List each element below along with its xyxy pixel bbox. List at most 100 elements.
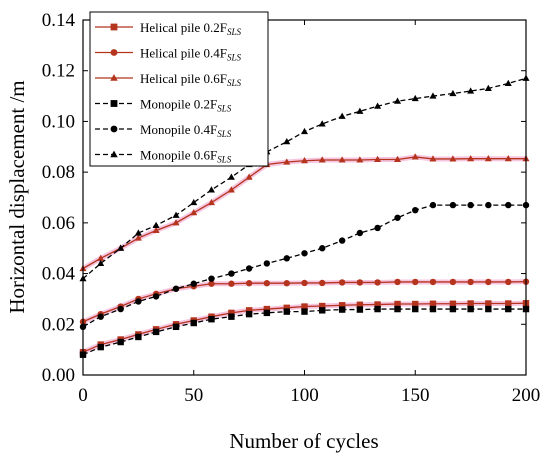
- data-point: [374, 305, 381, 313]
- legend-label-subscript: SLS: [217, 129, 232, 139]
- data-point: [190, 319, 197, 327]
- data-point: [263, 260, 271, 267]
- y-tick-label: 0.10: [42, 111, 75, 132]
- data-point: [374, 279, 381, 286]
- data-point: [394, 97, 402, 104]
- data-point: [449, 278, 457, 286]
- legend-label-subscript: SLS: [227, 27, 242, 37]
- data-point: [356, 229, 364, 237]
- data-point: [467, 87, 475, 94]
- data-point: [356, 301, 364, 308]
- data-point: [449, 201, 457, 209]
- y-tick-label: 0.14: [42, 10, 76, 31]
- data-point: [318, 156, 326, 163]
- legend-label: Helical pile 0.4FSLS: [140, 46, 242, 63]
- series-4: [79, 305, 530, 358]
- data-point: [467, 278, 474, 286]
- data-point: [411, 94, 419, 102]
- data-point: [97, 343, 104, 351]
- data-point: [429, 278, 437, 286]
- data-point: [505, 300, 512, 307]
- data-point: [172, 323, 180, 331]
- data-point: [117, 244, 125, 251]
- data-point: [172, 219, 180, 226]
- data-point: [152, 226, 160, 234]
- data-point: [485, 305, 492, 313]
- x-tick-label: 50: [184, 385, 203, 406]
- data-point: [449, 155, 457, 162]
- data-point: [484, 155, 492, 162]
- x-axis-title: Number of cycles: [229, 429, 378, 453]
- data-point: [412, 278, 419, 286]
- data-point: [484, 84, 492, 92]
- data-point: [485, 201, 492, 209]
- legend-label-main: Helical pile 0.6F: [140, 71, 227, 86]
- y-tick-label: 0.06: [42, 213, 75, 234]
- data-point: [245, 173, 253, 180]
- data-point: [374, 301, 381, 308]
- legend-label-main: Monopile 0.2F: [140, 97, 217, 112]
- data-point: [374, 155, 382, 163]
- data-point: [228, 309, 235, 317]
- data-point: [319, 302, 326, 310]
- data-point: [152, 221, 160, 228]
- data-point: [135, 298, 142, 305]
- data-point: [467, 300, 474, 307]
- data-point: [190, 209, 198, 216]
- x-tick-label: 200: [512, 385, 541, 406]
- data-point: [504, 155, 512, 162]
- data-point: [485, 278, 492, 286]
- data-point: [172, 285, 180, 292]
- legend-marker: [110, 23, 118, 31]
- legend-label: Monopile 0.2FSLS: [140, 97, 232, 114]
- y-tick-label: 0.04: [42, 264, 76, 285]
- data-point: [283, 255, 290, 262]
- data-point: [505, 201, 512, 209]
- data-point: [245, 307, 253, 314]
- data-point: [338, 279, 346, 286]
- legend-marker: [110, 125, 118, 133]
- data-point: [374, 224, 381, 232]
- data-point: [283, 138, 291, 145]
- data-point: [429, 305, 437, 313]
- data-point: [467, 305, 474, 313]
- data-point: [208, 280, 215, 287]
- series-1: [79, 300, 530, 356]
- data-point: [319, 307, 326, 314]
- data-point: [449, 300, 457, 307]
- data-point: [504, 79, 512, 86]
- data-point: [301, 279, 308, 287]
- data-point: [394, 305, 401, 313]
- data-point: [412, 305, 419, 313]
- y-tick-label: 0.00: [42, 365, 75, 386]
- legend-label-subscript: SLS: [227, 53, 242, 63]
- data-point: [412, 206, 419, 214]
- data-point: [429, 155, 437, 162]
- x-tick-label: 150: [401, 385, 430, 406]
- data-point: [429, 92, 437, 99]
- data-point: [338, 156, 346, 163]
- data-point: [208, 275, 215, 282]
- legend-marker: [110, 100, 118, 107]
- data-point: [227, 186, 235, 193]
- legend-label-main: Monopile 0.6F: [140, 148, 217, 163]
- data-point: [207, 186, 215, 193]
- data-point: [505, 278, 512, 286]
- data-point: [300, 127, 309, 135]
- data-point: [283, 158, 291, 165]
- data-point: [152, 293, 160, 300]
- legend-box: [89, 11, 269, 167]
- data-point: [505, 305, 512, 313]
- legend-marker: [110, 49, 118, 56]
- legend-label-main: Helical pile 0.4F: [140, 46, 227, 61]
- data-point: [228, 313, 235, 320]
- data-point: [301, 303, 308, 310]
- data-point: [338, 237, 346, 244]
- data-point: [301, 250, 308, 257]
- data-point: [97, 313, 104, 320]
- data-point: [467, 201, 474, 209]
- x-tick-label: 0: [78, 385, 88, 406]
- data-point: [228, 270, 235, 277]
